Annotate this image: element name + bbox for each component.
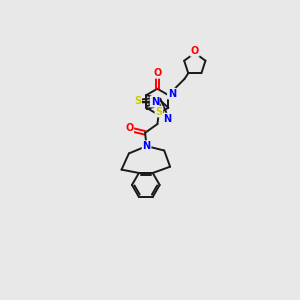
Text: N: N <box>151 97 159 107</box>
Text: N: N <box>168 88 176 99</box>
Text: O: O <box>125 123 133 133</box>
Text: O: O <box>191 46 199 56</box>
Text: N: N <box>163 113 171 124</box>
Text: S: S <box>155 106 163 117</box>
Text: O: O <box>153 68 161 78</box>
Text: N: N <box>142 141 151 151</box>
Text: S: S <box>134 96 141 106</box>
